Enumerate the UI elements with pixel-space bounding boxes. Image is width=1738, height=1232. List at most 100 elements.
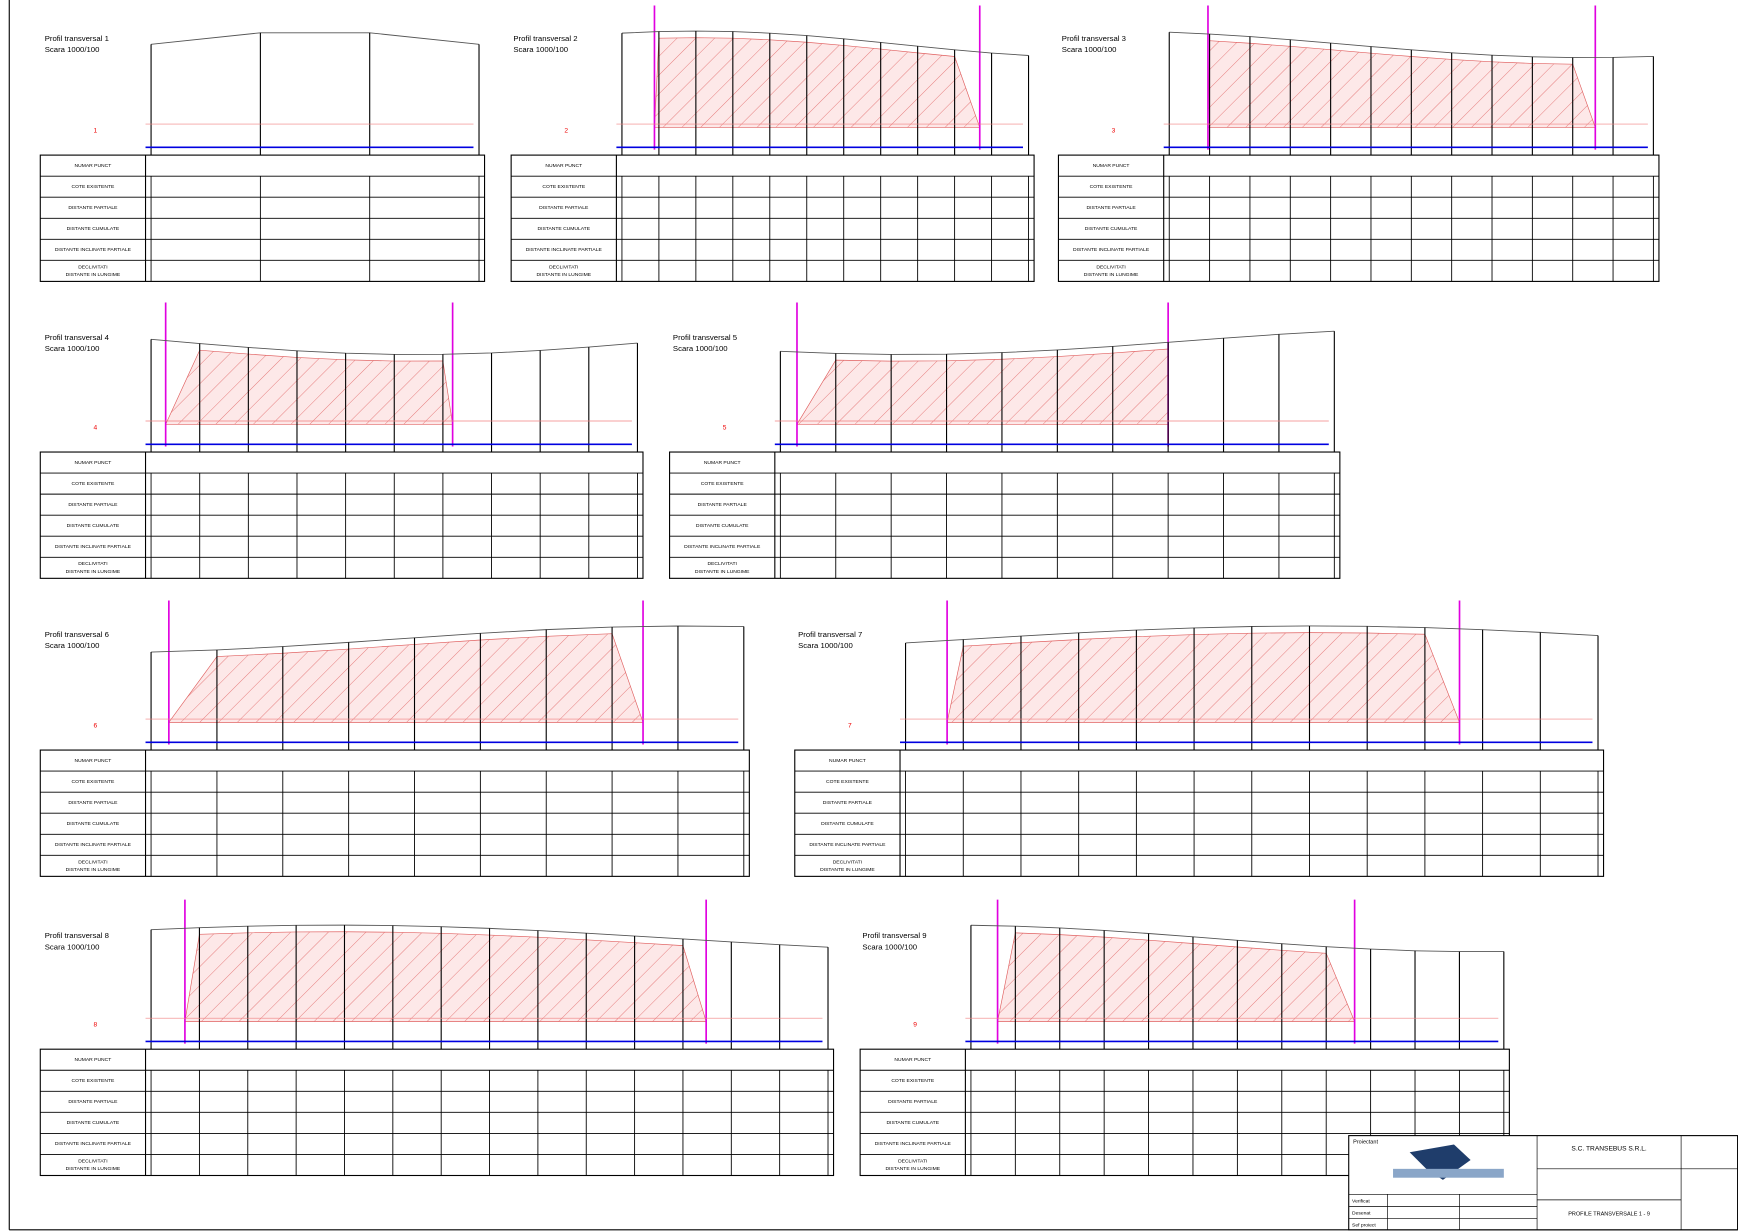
row-label: DISTANTE PARTIALE [68,205,118,211]
role-label: Verificat [1352,1198,1370,1204]
row-label: DECLIVITATI [549,264,578,270]
row-label: DISTANTE INCLINATE PARTIALE [55,544,132,550]
profile-scale: Scara 1000/100 [45,942,100,951]
excavation-area [654,38,979,128]
drawing-sheet: Profil transversal 1 Scara 1000/100 1 NUMAR… [0,0,1738,1232]
profile-title: Profil transversal 4 [45,333,110,342]
row-label: COTE EXISTENTE [72,779,115,785]
profile-scale: Scara 1000/100 [45,641,100,650]
row-label: DISTANTE IN LUNGIME [536,272,591,278]
row-label: DISTANTE INCLINATE PARTIALE [526,247,603,253]
profile-scale: Scara 1000/100 [45,45,100,54]
row-label: DISTANTE PARTIALE [698,502,748,508]
row-label: DISTANTE PARTIALE [68,800,118,806]
profile-scale: Scara 1000/100 [673,344,728,353]
profile-scale: Scara 1000/100 [45,344,100,353]
excavation-area [185,932,706,1022]
row-label: DISTANTE INCLINATE PARTIALE [809,842,886,848]
excavation-area [166,350,453,424]
row-label: DECLIVITATI [78,859,107,865]
row-label: COTE EXISTENTE [72,184,115,190]
profile-number: 6 [93,722,97,729]
row-label: COTE EXISTENTE [542,184,585,190]
profile-scale: Scara 1000/100 [1062,45,1117,54]
row-label: DISTANTE IN LUNGIME [66,1166,121,1172]
row-label: NUMAR PUNCT [75,1057,112,1063]
row-label: DECLIVITATI [708,561,737,567]
row-label: DISTANTE INCLINATE PARTIALE [875,1141,952,1147]
row-label: DISTANTE PARTIALE [1087,205,1137,211]
row-label: DISTANTE CUMULATE [696,523,749,529]
row-label: NUMAR PUNCT [704,460,741,466]
row-label: NUMAR PUNCT [894,1057,931,1063]
row-label: DECLIVITATI [78,1158,107,1164]
profile-scale: Scara 1000/100 [513,45,568,54]
row-label: DISTANTE INCLINATE PARTIALE [55,1141,132,1147]
row-label: NUMAR PUNCT [545,163,582,169]
company-logo-band [1393,1169,1504,1178]
profile-title: Profil transversal 7 [798,630,862,639]
row-label: DISTANTE INCLINATE PARTIALE [1073,247,1150,253]
row-label: DISTANTE INCLINATE PARTIALE [55,247,132,253]
role-label: Sef proiect [1352,1223,1376,1229]
row-label: COTE EXISTENTE [826,779,869,785]
row-label: DECLIVITATI [78,561,107,567]
row-label: DISTANTE CUMULATE [537,226,590,232]
row-label: DISTANTE PARTIALE [68,502,118,508]
profile-scale: Scara 1000/100 [862,942,917,951]
row-label: DISTANTE IN LUNGIME [820,867,875,873]
row-label: DISTANTE INCLINATE PARTIALE [684,544,761,550]
row-label: NUMAR PUNCT [75,163,112,169]
row-label: DISTANTE CUMULATE [67,226,120,232]
excavation-area [947,633,1459,723]
profile-number: 8 [93,1022,97,1029]
beneficiary: S.C. TRANSEBUS S.R.L. [1571,1146,1647,1153]
profile-title: Profil transversal 1 [45,34,109,43]
profile-number: 1 [93,127,97,134]
row-label: DISTANTE IN LUNGIME [66,272,121,278]
row-label: DECLIVITATI [78,264,107,270]
row-label: DISTANTE PARTIALE [823,800,873,806]
row-label: DISTANTE INCLINATE PARTIALE [55,842,132,848]
row-label: DECLIVITATI [898,1158,927,1164]
profile-title: Profil transversal 8 [45,931,109,940]
row-label: DISTANTE IN LUNGIME [1084,272,1139,278]
row-label: DISTANTE CUMULATE [67,821,120,827]
row-label: COTE EXISTENTE [72,1078,115,1084]
profile-number: 9 [913,1022,917,1029]
profile-scale: Scara 1000/100 [798,641,853,650]
designer-label: Proiectant [1353,1140,1378,1146]
profile-title: Profil transversal 2 [513,34,577,43]
row-label: NUMAR PUNCT [829,758,866,764]
row-label: DISTANTE CUMULATE [821,821,874,827]
profile-number: 2 [564,127,568,134]
row-label: DISTANTE IN LUNGIME [885,1166,940,1172]
profile-number: 3 [1112,127,1116,134]
row-label: DISTANTE CUMULATE [886,1120,939,1126]
row-label: NUMAR PUNCT [75,758,112,764]
row-label: COTE EXISTENTE [72,481,115,487]
row-label: DECLIVITATI [833,859,862,865]
row-label: COTE EXISTENTE [891,1078,934,1084]
role-label: Desenat [1352,1210,1371,1216]
row-label: DISTANTE IN LUNGIME [66,867,121,873]
row-label: DISTANTE IN LUNGIME [66,569,121,575]
title-block-frame [1349,1136,1738,1230]
row-label: COTE EXISTENTE [1090,184,1133,190]
row-label: DISTANTE PARTIALE [68,1099,118,1105]
profile-title: Profil transversal 9 [862,931,926,940]
profile-title: Profil transversal 6 [45,630,109,639]
row-label: DISTANTE PARTIALE [888,1099,938,1105]
excavation-area [169,634,643,723]
row-label: NUMAR PUNCT [1093,163,1130,169]
drawing-title: PROFILE TRANSVERSALE 1 - 9 [1568,1212,1650,1218]
terrain-line [151,33,479,45]
profile-number: 7 [848,722,852,729]
profile-title: Profil transversal 3 [1062,34,1126,43]
row-label: DISTANTE IN LUNGIME [695,569,750,575]
profile-number: 5 [723,424,727,431]
excavation-area [1208,41,1595,128]
excavation-area [998,933,1355,1022]
row-label: COTE EXISTENTE [701,481,744,487]
row-label: NUMAR PUNCT [75,460,112,466]
